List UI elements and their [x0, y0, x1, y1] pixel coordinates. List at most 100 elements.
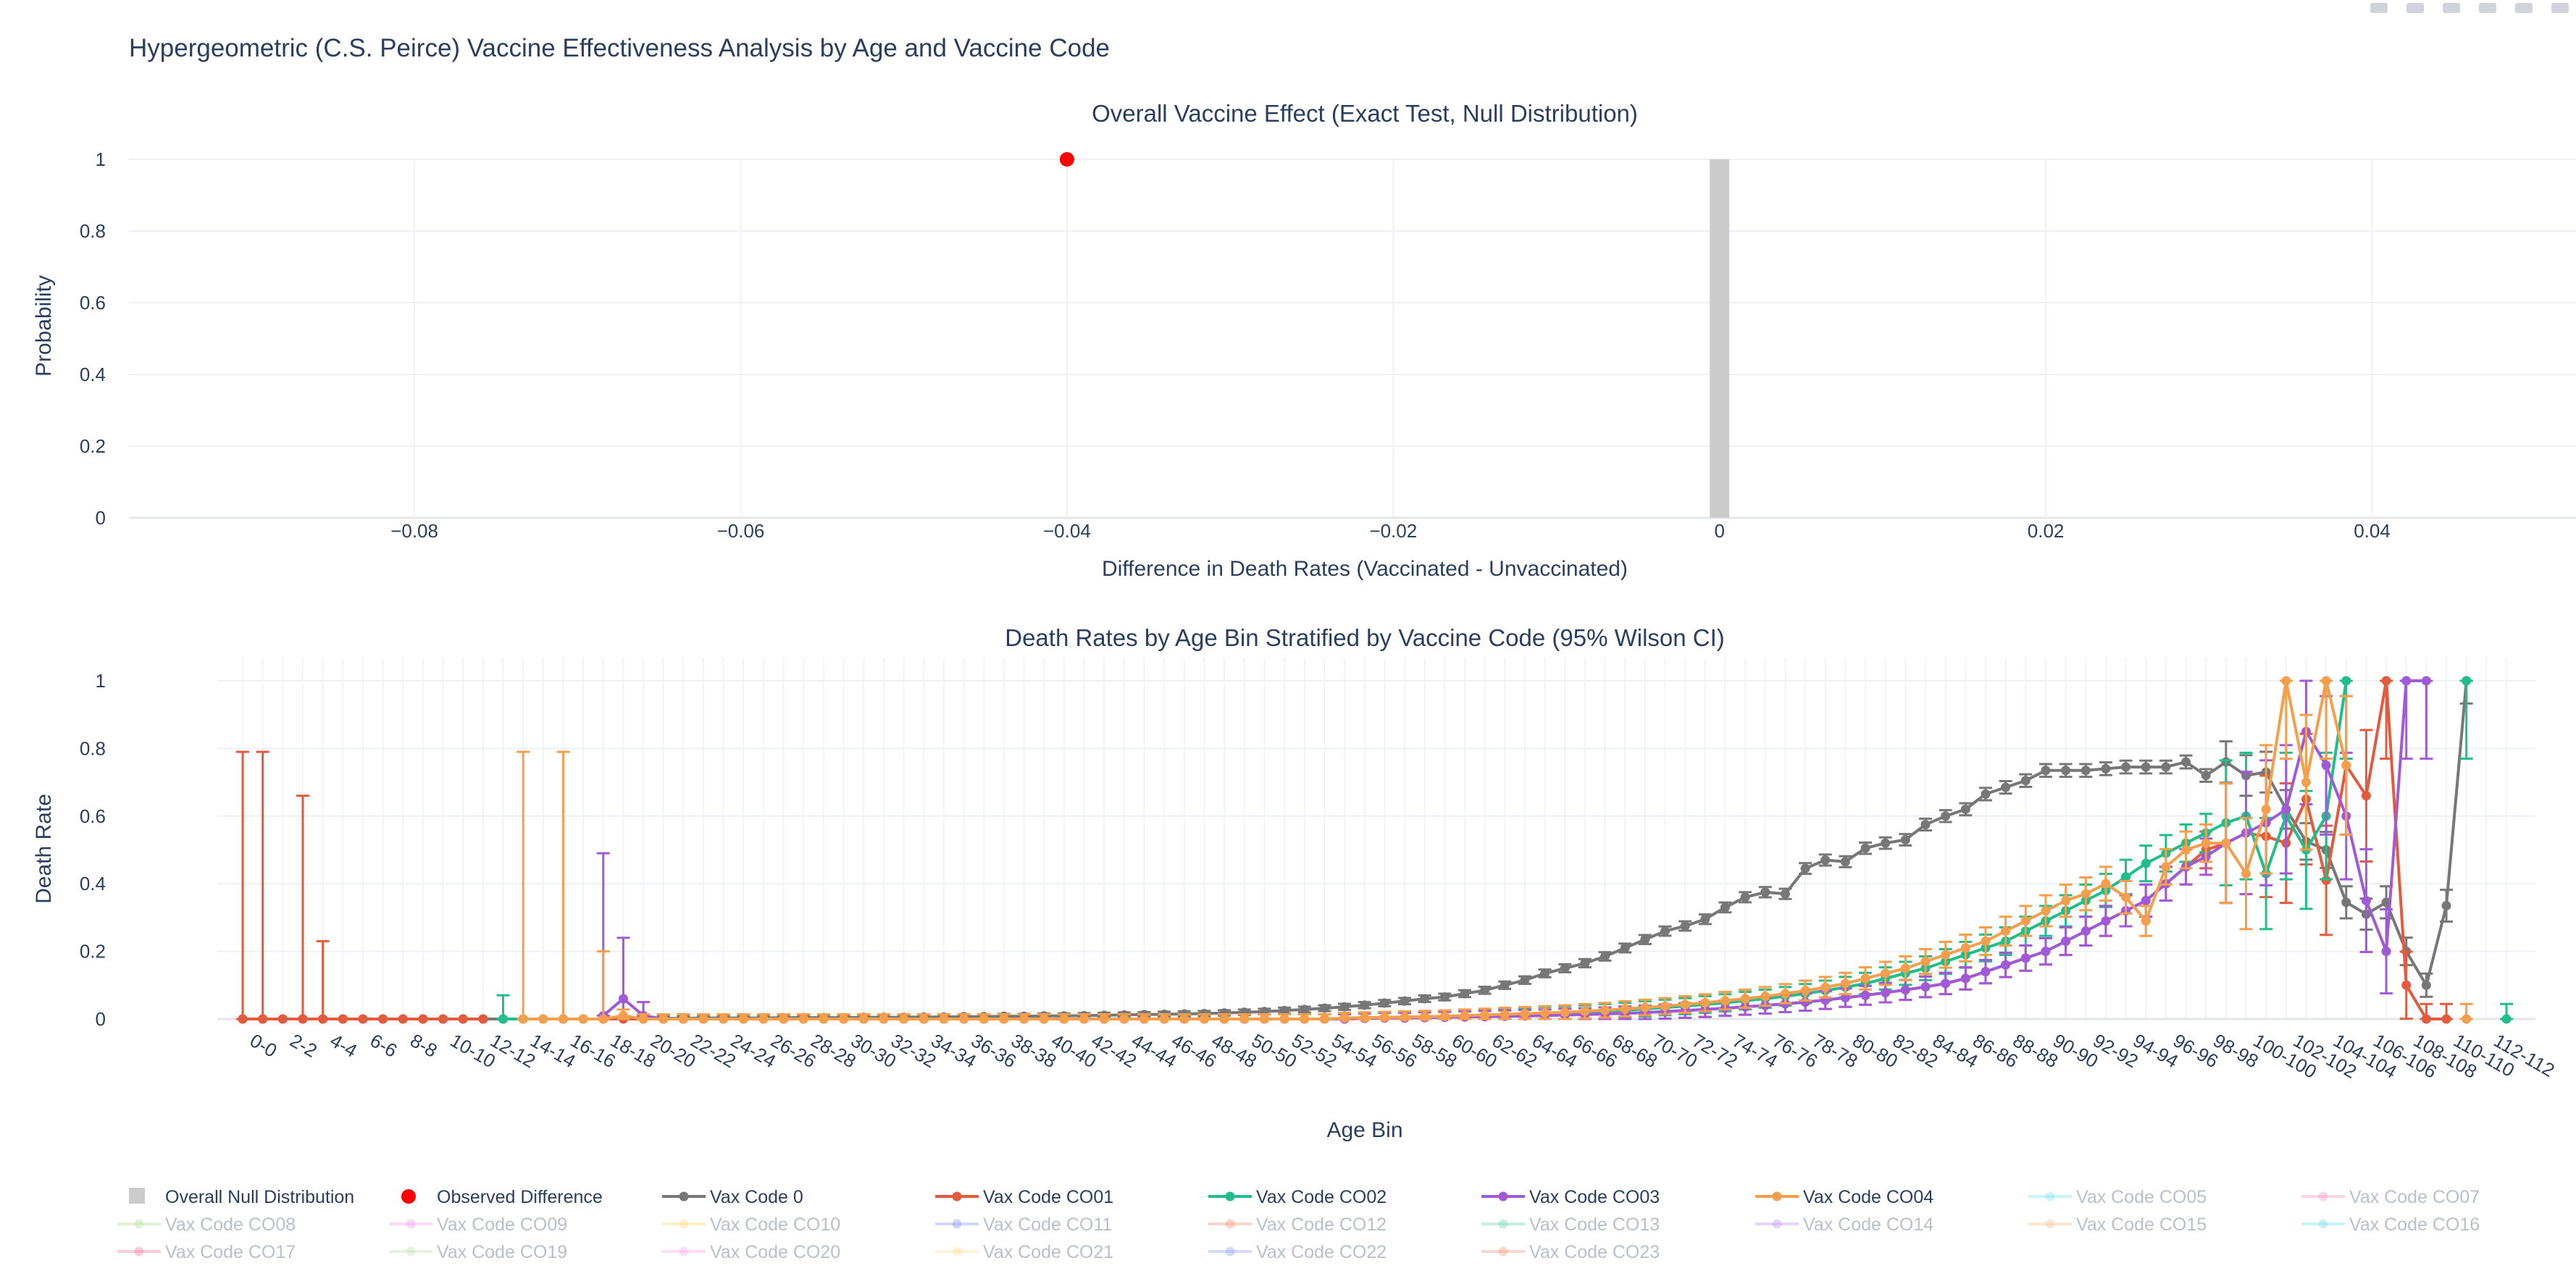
data-point	[899, 1014, 909, 1024]
top-x-axis-title: Difference in Death Rates (Vaccinated - …	[1102, 557, 1628, 581]
top-x-tick-label: 0.02	[2028, 520, 2065, 542]
legend-swatch-marker	[1225, 1219, 1235, 1229]
data-point	[1820, 855, 1831, 865]
legend-item[interactable]: Vax Code CO17	[117, 1242, 296, 1262]
legend-swatch-marker	[134, 1219, 144, 1229]
data-point	[2421, 676, 2431, 686]
data-point	[1099, 1014, 1109, 1024]
legend-item[interactable]: Vax Code CO21	[935, 1242, 1113, 1262]
legend-item[interactable]: Vax Code CO14	[1755, 1215, 1933, 1235]
zoom-icon[interactable]	[2406, 3, 2424, 13]
data-point	[2221, 838, 2231, 848]
data-point	[738, 1014, 748, 1024]
data-point	[1039, 1014, 1049, 1024]
data-point	[2181, 757, 2191, 767]
pan-icon[interactable]	[2443, 3, 2460, 13]
data-point	[779, 1014, 789, 1024]
data-point	[1500, 1009, 1510, 1019]
legend-swatch-marker	[1498, 1219, 1508, 1229]
legend-item[interactable]: Vax Code CO08	[117, 1215, 296, 1235]
legend-item[interactable]: Vax Code CO11	[935, 1215, 1112, 1235]
legend-item[interactable]: Vax Code CO19	[389, 1242, 567, 1262]
data-point	[518, 1014, 528, 1024]
camera-icon[interactable]	[2370, 3, 2388, 13]
legend-label: Vax Code CO02	[1256, 1187, 1387, 1207]
data-point	[1580, 1006, 1590, 1016]
top-y-tick-label: 1	[96, 148, 106, 170]
legend-swatch-dot	[401, 1189, 416, 1204]
data-point	[798, 1014, 808, 1024]
error-bar	[517, 750, 530, 1020]
data-point	[2001, 960, 2011, 970]
data-point	[1960, 943, 1970, 953]
legend-item[interactable]: Vax Code CO16	[2301, 1215, 2480, 1235]
legend-item[interactable]: Vax Code CO09	[389, 1215, 567, 1235]
data-point	[1460, 989, 1470, 999]
data-point	[2381, 947, 2391, 957]
data-point	[2081, 926, 2091, 936]
legend-item[interactable]: Vax Code 0	[662, 1187, 803, 1207]
legend-item[interactable]: Vax Code CO20	[662, 1242, 840, 1262]
legend-label: Vax Code CO05	[2076, 1187, 2207, 1207]
legend-label: Vax Code CO01	[983, 1187, 1113, 1207]
legend-item[interactable]: Overall Null Distribution	[129, 1187, 354, 1207]
data-point	[1360, 1012, 1370, 1023]
data-point	[1300, 1005, 1310, 1015]
data-point	[1179, 1014, 1189, 1024]
legend-item[interactable]: Vax Code CO15	[2028, 1215, 2207, 1235]
data-point	[1199, 1014, 1209, 1024]
legend-item[interactable]: Observed Difference	[401, 1187, 603, 1207]
modebar[interactable]	[2370, 3, 2569, 13]
legend[interactable]: Overall Null Distribution Observed Differ…	[117, 1187, 2480, 1262]
data-point	[1600, 952, 1610, 962]
bottom-x-tick-label: 4-4	[327, 1029, 361, 1062]
error-bar	[2420, 679, 2433, 760]
legend-item[interactable]: Vax Code CO07	[2301, 1187, 2480, 1207]
data-point	[2241, 868, 2251, 878]
data-point	[1019, 1014, 1029, 1024]
legend-label: Vax Code CO21	[983, 1242, 1113, 1262]
data-point	[478, 1014, 488, 1024]
data-point	[2201, 771, 2211, 781]
series-vax-code-0	[238, 676, 2473, 1024]
legend-item[interactable]: Vax Code CO13	[1481, 1215, 1660, 1235]
data-point	[2161, 862, 2171, 872]
data-point	[1159, 1014, 1169, 1024]
legend-swatch-marker	[2045, 1219, 2055, 1229]
top-gridlines	[129, 159, 2576, 519]
data-point	[2061, 766, 2071, 776]
legend-item[interactable]: Vax Code CO04	[1755, 1187, 1933, 1207]
box-select-icon[interactable]	[2479, 3, 2496, 13]
legend-label: Vax Code CO20	[710, 1242, 840, 1262]
data-point	[1439, 992, 1450, 1002]
legend-label: Observed Difference	[437, 1187, 603, 1207]
legend-item[interactable]: Vax Code CO23	[1481, 1242, 1660, 1262]
data-point	[1480, 985, 1490, 995]
data-point	[1840, 857, 1850, 867]
data-point	[1881, 838, 1891, 848]
data-point	[1360, 1000, 1370, 1010]
legend-item[interactable]: Vax Code CO03	[1481, 1187, 1660, 1207]
legend-item[interactable]: Vax Code CO01	[935, 1187, 1113, 1207]
data-point	[1339, 1013, 1350, 1023]
data-point	[1059, 1014, 1069, 1024]
error-bar	[2279, 679, 2293, 760]
data-point	[1981, 936, 1991, 947]
lasso-icon[interactable]	[2515, 3, 2533, 13]
legend-item[interactable]: Vax Code CO22	[1208, 1242, 1387, 1262]
legend-item[interactable]: Vax Code CO10	[662, 1215, 840, 1235]
bottom-y-tick-label: 0.4	[80, 873, 106, 894]
data-point	[2041, 906, 2051, 916]
legend-item[interactable]: Vax Code CO02	[1208, 1187, 1387, 1207]
series-line	[602, 679, 2427, 1020]
legend-item[interactable]: Vax Code CO05	[2028, 1187, 2207, 1207]
data-point	[1760, 991, 1770, 1002]
top-y-tick-label: 0.6	[80, 292, 106, 314]
data-point	[1860, 843, 1870, 853]
data-point	[1800, 986, 1810, 996]
autoscale-icon[interactable]	[2551, 3, 2569, 13]
data-point	[1900, 985, 1910, 995]
data-point	[277, 1014, 288, 1024]
legend-item[interactable]: Vax Code CO12	[1208, 1215, 1387, 1235]
top-x-tick-label: −0.06	[717, 520, 765, 542]
